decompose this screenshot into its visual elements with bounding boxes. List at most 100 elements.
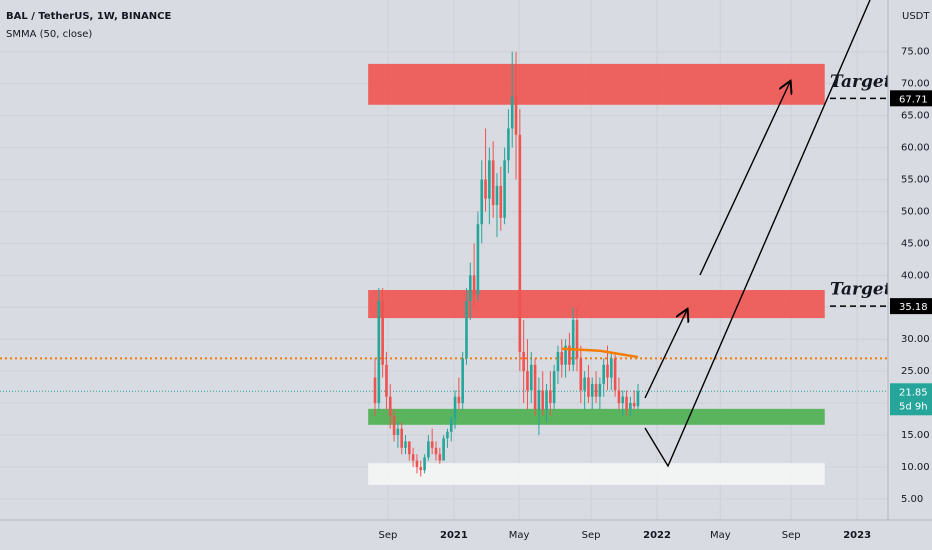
x-tick-label: May — [509, 530, 530, 541]
candle-body — [625, 396, 628, 410]
candle-body — [392, 415, 396, 436]
y-tick-label: 55.00 — [901, 175, 930, 186]
candle-body — [537, 390, 541, 410]
candle-body — [480, 179, 484, 225]
x-tick-label: Sep — [379, 530, 398, 541]
candle-body — [419, 466, 423, 471]
candle-body — [381, 300, 384, 365]
y-tick-label: 30.00 — [901, 334, 930, 345]
candle-body — [621, 396, 625, 404]
candle-body — [602, 364, 605, 384]
arrow — [644, 310, 687, 399]
indicator-legend: SMMA (50, close) — [6, 29, 92, 40]
candle-body — [568, 345, 571, 365]
candle-body — [484, 179, 487, 199]
candle-body — [617, 390, 621, 404]
target-label: Target 2 — [830, 72, 909, 92]
y-tick-label: 65.00 — [901, 111, 930, 122]
candle-body — [613, 358, 617, 391]
y-tick-label: 5.00 — [901, 494, 923, 505]
candle-body — [446, 431, 449, 439]
candle-body — [606, 364, 609, 378]
candle-body — [636, 391, 640, 407]
countdown: 5d 9h — [899, 401, 928, 412]
candle-body — [449, 419, 453, 432]
candle-body — [529, 364, 533, 391]
candle-body — [396, 428, 400, 436]
y-tick-label: 15.00 — [901, 430, 930, 441]
target-price-box — [890, 90, 932, 107]
zone — [368, 63, 825, 105]
candle-body — [571, 320, 575, 365]
candle-body — [438, 454, 442, 461]
candle-body — [423, 457, 426, 471]
candle-body — [507, 128, 510, 161]
candle-body — [465, 300, 468, 359]
candle-body — [495, 185, 499, 206]
y-tick-label: 70.00 — [901, 79, 930, 90]
x-tick-label: 2021 — [440, 530, 468, 541]
candle-body — [427, 441, 430, 458]
candle-body — [629, 403, 632, 410]
candle-body — [594, 383, 598, 397]
candle-body — [385, 364, 388, 397]
target-price: 67.71 — [899, 94, 928, 105]
x-tick-label: Sep — [782, 530, 801, 541]
x-tick-label: 2022 — [643, 530, 671, 541]
candle-body — [430, 441, 434, 448]
last-price-box — [890, 383, 932, 416]
chart-title: BAL / TetherUS, 1W, BINANCE — [6, 11, 171, 22]
candle-body — [514, 96, 518, 135]
target-price: 35.18 — [899, 302, 928, 313]
candle-body — [453, 396, 457, 420]
candle-body — [590, 383, 594, 397]
candle-body — [377, 300, 381, 404]
candle-body — [510, 96, 514, 129]
candle-body — [457, 396, 461, 404]
x-tick-label: 2023 — [843, 530, 871, 541]
candle-body — [526, 371, 529, 391]
candle-body — [491, 160, 495, 206]
candle-body — [461, 358, 464, 404]
zone — [368, 408, 825, 425]
candle-body — [373, 377, 377, 404]
candle-body — [583, 377, 586, 391]
y-tick-label: 50.00 — [901, 206, 930, 217]
arrow — [699, 82, 790, 276]
candle-body — [434, 447, 438, 455]
candle-body — [476, 224, 480, 295]
candle-body — [541, 390, 545, 410]
candle-body — [545, 390, 548, 410]
candle-body — [560, 351, 564, 365]
candle-body — [400, 428, 403, 448]
indicator-line — [561, 347, 639, 359]
candle-body — [488, 160, 491, 199]
candle-body — [610, 358, 613, 378]
candle-body — [503, 160, 506, 218]
candle-body — [522, 351, 525, 372]
candle-body — [442, 438, 445, 461]
target-price-box — [890, 298, 932, 315]
y-tick-label: 45.00 — [901, 238, 930, 249]
x-tick-label: May — [710, 530, 731, 541]
x-tick-label: Sep — [582, 530, 601, 541]
candle-body — [388, 396, 392, 416]
candle-body — [598, 383, 602, 397]
candle-body — [404, 441, 407, 448]
y-tick-label: 40.00 — [901, 270, 930, 281]
candle-body — [533, 364, 537, 410]
projection-line — [644, 0, 871, 468]
y-tick-label: 75.00 — [901, 47, 930, 58]
candle-body — [411, 454, 415, 461]
y-tick-label: 10.00 — [901, 462, 930, 473]
axis-unit: USDT — [902, 11, 930, 22]
target-label: Target 1 — [830, 280, 909, 300]
candle-body — [499, 185, 503, 218]
candle-body — [587, 377, 590, 397]
candle-body — [549, 390, 552, 404]
candle-body — [552, 371, 556, 404]
candle-body — [415, 460, 419, 467]
zone — [368, 290, 825, 319]
y-tick-label: 25.00 — [901, 366, 930, 377]
candle-body — [632, 403, 636, 407]
